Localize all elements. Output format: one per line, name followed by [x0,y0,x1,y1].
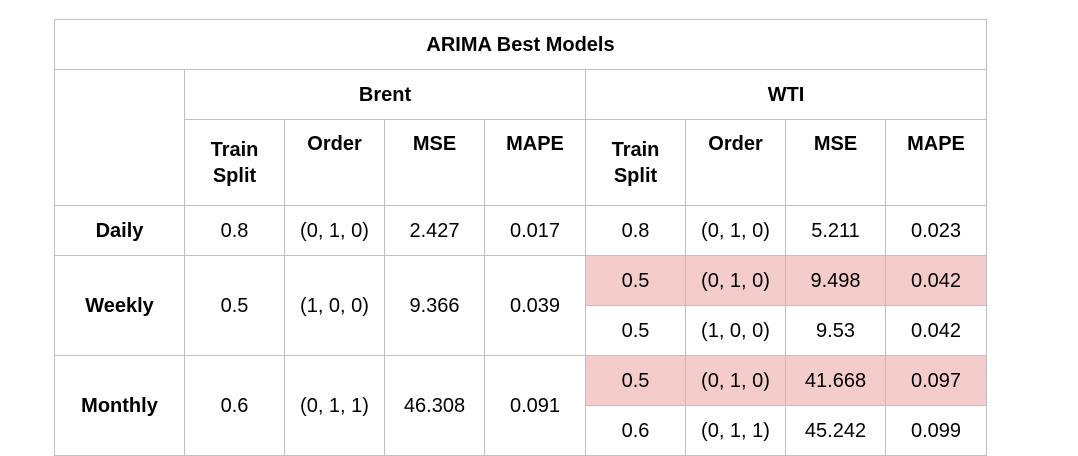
table-cell: 46.308 [384,355,485,456]
wti-col-mse: MSE [785,119,886,206]
table-cell: 0.039 [484,255,586,356]
table-cell: 0.6 [184,355,285,456]
table-cell: 0.6 [585,405,686,456]
table-cell: 0.5 [184,255,285,356]
col-line: Train [611,138,660,161]
table-cell: (0, 1, 1) [284,355,385,456]
table-row: Daily 0.8 (0, 1, 0) 2.427 0.017 0.8 (0, … [54,205,988,256]
row-label-monthly: Monthly [54,355,185,456]
table-cell: 0.8 [184,205,285,256]
table-cell: (1, 0, 0) [685,305,786,356]
table-row: 0.5 (1, 0, 0) 9.53 0.042 [55,305,988,356]
table-row: Weekly 0.5 (1, 0, 0) 9.366 0.039 0.5 (0,… [54,255,988,356]
table-cell: 0.091 [484,355,586,456]
table-cell: (0, 1, 0) [685,205,786,256]
row-label-weekly: Weekly [54,255,185,356]
col-line: Train [210,138,259,161]
wti-col-train-split: Train Split [585,119,686,206]
title-row: ARIMA Best Models [53,19,988,70]
row-label-daily: Daily [54,205,185,256]
table-cell: (0, 1, 0) [284,205,385,256]
brent-col-mse: MSE [384,119,485,206]
wti-col-order: Order [685,119,786,206]
table-cell: 0.017 [484,205,586,256]
highlighted-cell: 0.5 [585,355,686,406]
table-cell: 0.8 [585,205,686,256]
table-cell: 0.5 [585,305,686,356]
table-cell: 9.366 [384,255,485,356]
table-cell: (1, 0, 0) [284,255,385,356]
table-cell: 0.023 [884,205,988,256]
group-header-wti: WTI [584,69,988,120]
table-cell: 0.099 [884,405,988,456]
group-header-row: Brent WTI [54,69,988,206]
highlighted-cell: 0.097 [884,355,988,406]
wti-col-mape: MAPE [884,119,988,206]
highlighted-cell: (0, 1, 0) [685,355,786,406]
corner-cell [54,69,185,206]
brent-col-mape: MAPE [484,119,586,206]
highlighted-cell: 41.668 [785,355,886,406]
table-cell: 5.211 [785,205,886,256]
table-cell: 45.242 [785,405,886,456]
table-cell: 2.427 [384,205,485,256]
table-cell: 9.53 [785,305,886,356]
col-line: Split [212,164,257,187]
table-cell: 0.042 [884,305,988,356]
brent-col-train-split: Train Split [184,119,285,206]
group-header-brent: Brent [184,69,586,120]
arima-results-table: ARIMA Best Models Brent WTI Train Split O… [53,19,988,456]
table-row: 0.6 (0, 1, 1) 45.242 0.099 [55,405,988,456]
column-header-row: Train Split Order MSE MAPE Train Split Ord… [55,119,988,206]
brent-col-order: Order [284,119,385,206]
highlighted-cell: (0, 1, 0) [685,255,786,306]
table-cell: (0, 1, 1) [685,405,786,456]
table-row: Monthly 0.6 (0, 1, 1) 46.308 0.091 0.5 (… [54,355,988,456]
highlighted-cell: 9.498 [785,255,886,306]
col-line: Split [613,164,658,187]
highlighted-cell: 0.5 [585,255,686,306]
highlighted-cell: 0.042 [884,255,988,306]
table-title: ARIMA Best Models [53,19,988,70]
